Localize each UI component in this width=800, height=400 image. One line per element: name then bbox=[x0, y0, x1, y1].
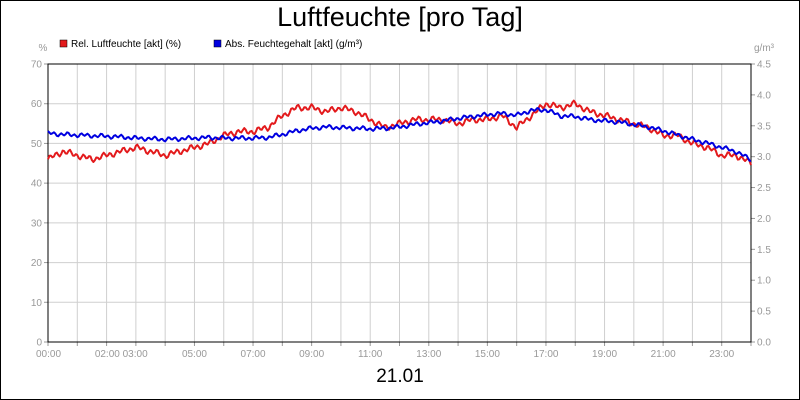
y-left-tick-label: 0 bbox=[36, 338, 42, 349]
x-tick-label: 19:00 bbox=[592, 349, 617, 360]
y-right-tick-label: 4.0 bbox=[757, 90, 771, 101]
x-tick-label: 00:00 bbox=[36, 349, 61, 360]
y-right-tick-label: 2.5 bbox=[757, 183, 771, 194]
y-left-tick-label: 50 bbox=[31, 139, 43, 150]
y-right-tick-label: 0.0 bbox=[757, 338, 771, 349]
y-right-tick-label: 0.5 bbox=[757, 307, 771, 318]
y-right-tick-label: 1.5 bbox=[757, 245, 771, 256]
series-line-rel-humidity bbox=[47, 99, 752, 166]
x-tick-label: 23:00 bbox=[709, 349, 734, 360]
y-left-tick-label: 10 bbox=[31, 298, 43, 309]
y-right-tick-label: 3.5 bbox=[757, 121, 771, 132]
x-tick-label: 13:00 bbox=[416, 349, 441, 360]
x-tick-label: 11:00 bbox=[358, 349, 383, 360]
y-right-tick-label: 3.0 bbox=[757, 152, 771, 163]
y-left-tick-label: 70 bbox=[31, 60, 43, 71]
series-line-abs-humidity bbox=[47, 107, 752, 162]
legend-swatch-rel-humidity bbox=[59, 39, 68, 48]
legend-label-rel-humidity: Rel. Luftfeuchte [akt] (%) bbox=[71, 39, 181, 50]
y-left-unit: % bbox=[39, 43, 48, 54]
x-tick-label: 09:00 bbox=[299, 349, 324, 360]
chart-title: Luftfeuchte [pro Tag] bbox=[277, 2, 523, 32]
y-right-tick-label: 2.0 bbox=[757, 214, 771, 225]
x-tick-label: 15:00 bbox=[475, 349, 500, 360]
legend-label-abs-humidity: Abs. Feuchtegehalt [akt] (g/m³) bbox=[225, 39, 362, 50]
y-left-tick-label: 30 bbox=[31, 218, 43, 229]
x-tick-label: 21:00 bbox=[651, 349, 676, 360]
y-left-tick-label: 60 bbox=[31, 99, 43, 110]
x-tick-label: 05:00 bbox=[182, 349, 207, 360]
x-tick-label: 17:00 bbox=[533, 349, 558, 360]
x-tick-label: 02:00 03:00 bbox=[95, 349, 148, 360]
legend-swatch-abs-humidity bbox=[213, 39, 222, 48]
y-left-tick-label: 40 bbox=[31, 179, 43, 190]
x-tick-label: 07:00 bbox=[241, 349, 266, 360]
y-right-tick-label: 4.5 bbox=[757, 60, 771, 71]
date-label: 21.01 bbox=[376, 366, 424, 387]
y-right-tick-label: 1.0 bbox=[757, 276, 771, 287]
y-right-unit: g/m³ bbox=[754, 43, 775, 54]
y-left-tick-label: 20 bbox=[31, 258, 43, 269]
plot-area bbox=[47, 63, 752, 343]
